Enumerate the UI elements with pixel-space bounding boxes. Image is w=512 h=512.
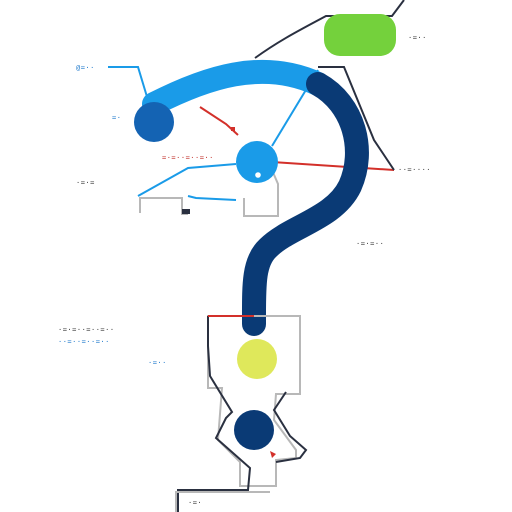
small-red-marker [270, 451, 276, 458]
mid-node-center-dot [255, 172, 261, 178]
navy-question-mark [241, 72, 369, 336]
connector-red-diagonal [199, 106, 239, 136]
lower-dark-outline [177, 316, 252, 512]
label-left-node: =· [112, 114, 121, 122]
connector-from-curve-to-right [318, 66, 395, 171]
green-node [324, 14, 396, 56]
label-bottom-left-3: ·=·· [148, 359, 167, 367]
mid-blue-node [236, 141, 278, 183]
label-top-left: @=·· [76, 64, 95, 72]
connector-lower-gray [139, 197, 188, 215]
label-left-box: ·=·= [76, 179, 95, 187]
label-bottom-box: ·=· [188, 499, 202, 507]
label-top-right: ·=·· [408, 34, 427, 42]
label-red-center: =·=··=··=·· [162, 154, 214, 162]
lower-gray-container [207, 315, 301, 487]
connector-lower-blue [187, 195, 237, 201]
left-blue-node [134, 102, 174, 142]
yellow-node [237, 339, 277, 379]
small-dark-mark-left [182, 209, 190, 214]
lower-dark-outline-right [272, 391, 308, 463]
label-right-lower: ·=·=·· [356, 240, 384, 248]
label-bottom-left-2: ··=··=··=·· [58, 338, 110, 346]
bottom-connector [175, 491, 270, 512]
connector-mid-right [271, 161, 395, 171]
navy-node [234, 410, 274, 450]
connector-left-down [137, 163, 237, 197]
label-right-mid: ··=···· [398, 166, 431, 174]
blue-arc [142, 59, 330, 116]
connector-lower-gray-right [243, 169, 279, 217]
small-red-mark-upper [231, 127, 235, 131]
label-bottom-left-1: ·=·=··=··=·· [58, 326, 115, 334]
connector-top-right [254, 0, 405, 59]
